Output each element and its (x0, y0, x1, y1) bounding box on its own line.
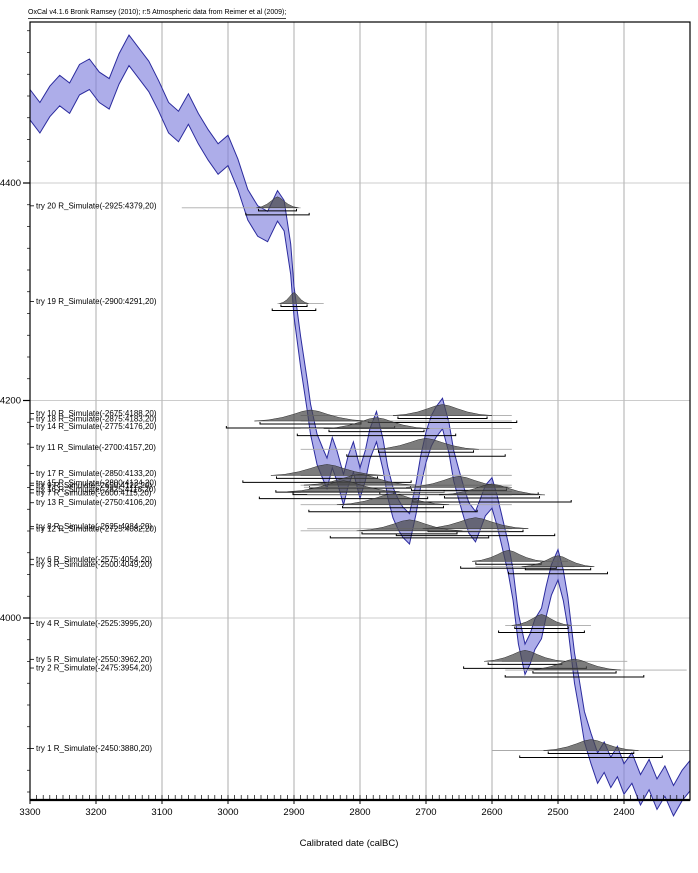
sample-probability-distribution (356, 519, 463, 532)
sample-range-bracket-68 (257, 208, 298, 212)
sample-probability-distribution (373, 438, 479, 450)
sample-range-bracket-95 (245, 212, 310, 216)
sample-range-bracket-95 (296, 433, 457, 437)
sample-range-bracket-68 (342, 505, 444, 509)
sample-probability-distribution (279, 292, 309, 304)
sample-probability-distribution (543, 739, 639, 751)
sample-label: try 17 R_Simulate(-2850:4133,20) (36, 469, 157, 478)
sample-range-bracket-95 (275, 490, 445, 493)
sample-probability-distribution (256, 196, 299, 209)
x-tick-label: 3000 (217, 807, 238, 818)
sample-probability-distribution (422, 517, 529, 529)
sample-probability-distribution (521, 555, 595, 567)
sample-label: try 10 R_Simulate(-2675:4188,20) (36, 409, 157, 418)
sample-label: try 15 R_Simulate(-2800:4124,20) (36, 479, 157, 488)
sample-probability-distribution (336, 493, 450, 505)
sample-label: try 1 R_Simulate(-2450:3880,20) (36, 744, 152, 753)
sample-probability-distribution (439, 483, 545, 496)
sample-label: try 7 R_Simulate(-2600:4115,20) (36, 488, 152, 497)
sample-label: try 9 R_Simulate(-2650:4122,20) (36, 481, 152, 490)
sample-label: try 5 R_Simulate(-2550:3962,20) (36, 655, 152, 664)
sample-range-bracket-68 (547, 751, 635, 754)
x-axis-title: Calibrated date (calBC) (299, 838, 399, 849)
sample-label: try 13 R_Simulate(-2750:4106,20) (36, 498, 157, 507)
sample-label: try 19 R_Simulate(-2900:4291,20) (36, 297, 157, 306)
sample-label: try 12 R_Simulate(-2725:4082,20) (36, 524, 157, 533)
plot-citation-title: OxCal v4.1.6 Bronk Ramsey (2010); r:5 At… (28, 8, 287, 19)
sample-label: try 11 R_Simulate(-2700:4157,20) (36, 443, 156, 452)
sample-probability-distribution (484, 650, 566, 662)
sample-probability-distribution (323, 417, 430, 429)
sample-range-bracket-95 (395, 533, 556, 537)
sample-range-bracket-68 (532, 671, 617, 674)
sample-probability-distribution (511, 614, 572, 626)
sample-range-bracket-68 (524, 567, 592, 571)
sample-label: try 20 R_Simulate(-2925:4379,20) (36, 201, 157, 210)
sample-label: try 4 R_Simulate(-2525:3995,20) (36, 619, 152, 628)
x-tick-label: 2900 (283, 807, 304, 818)
sample-probability-distribution (392, 404, 493, 416)
sample-range-bracket-68 (397, 416, 488, 420)
sample-label: try 2 R_Simulate(-2475:3954,20) (36, 664, 152, 673)
x-tick-label: 2400 (613, 807, 634, 818)
sample-label: try 18 R_Simulate(-2875:4183,20) (36, 414, 157, 423)
sample-probability-distribution (270, 464, 384, 476)
sample-probability-distribution (472, 550, 545, 562)
y-tick-label: 4200 (0, 396, 21, 407)
sample-range-bracket-95 (329, 535, 490, 539)
sample-range-bracket-68 (361, 531, 458, 535)
x-tick-label: 3100 (151, 807, 172, 818)
sample-range-bracket-68 (443, 495, 541, 499)
sample-range-bracket-68 (377, 450, 475, 453)
sample-probability-distribution (303, 473, 417, 486)
sample-probability-distribution (254, 409, 367, 422)
sample-probability-distribution (287, 480, 400, 492)
sample-label: try 3 R_Simulate(-2500:4049,20) (36, 560, 152, 569)
sample-range-bracket-95 (271, 308, 317, 312)
x-tick-label: 2800 (349, 807, 370, 818)
sample-range-bracket-95 (508, 571, 608, 575)
sample-label: try 16 R_Simulate(-2825:4118,20) (36, 485, 156, 494)
sample-range-bracket-95 (308, 509, 478, 513)
x-tick-label: 2500 (547, 807, 568, 818)
sample-range-bracket-95 (460, 566, 557, 569)
x-tick-label: 3200 (85, 807, 106, 818)
sample-range-bracket-95 (519, 755, 663, 758)
sample-range-bracket-95 (504, 675, 645, 678)
y-tick-label: 4400 (0, 178, 21, 189)
sample-range-bracket-68 (328, 429, 425, 433)
sample-range-bracket-95 (258, 496, 429, 500)
sample-range-bracket-68 (514, 626, 569, 629)
x-tick-label: 2700 (415, 807, 436, 818)
sample-range-bracket-68 (280, 304, 308, 308)
sample-range-bracket-68 (276, 476, 378, 479)
y-tick-label: 4000 (0, 613, 21, 624)
sample-label: try 14 R_Simulate(-2775:4176,20) (36, 422, 157, 431)
x-tick-label: 3300 (19, 807, 40, 818)
sample-range-bracket-95 (346, 454, 506, 457)
x-tick-label: 2600 (481, 807, 502, 818)
sample-label: try 6 R_Simulate(-2575:4054,20) (36, 555, 152, 564)
sample-label: try 8 R_Simulate(-2625:4084,20) (36, 522, 152, 531)
sample-probability-distribution (528, 658, 621, 671)
sample-range-bracket-95 (498, 630, 585, 633)
